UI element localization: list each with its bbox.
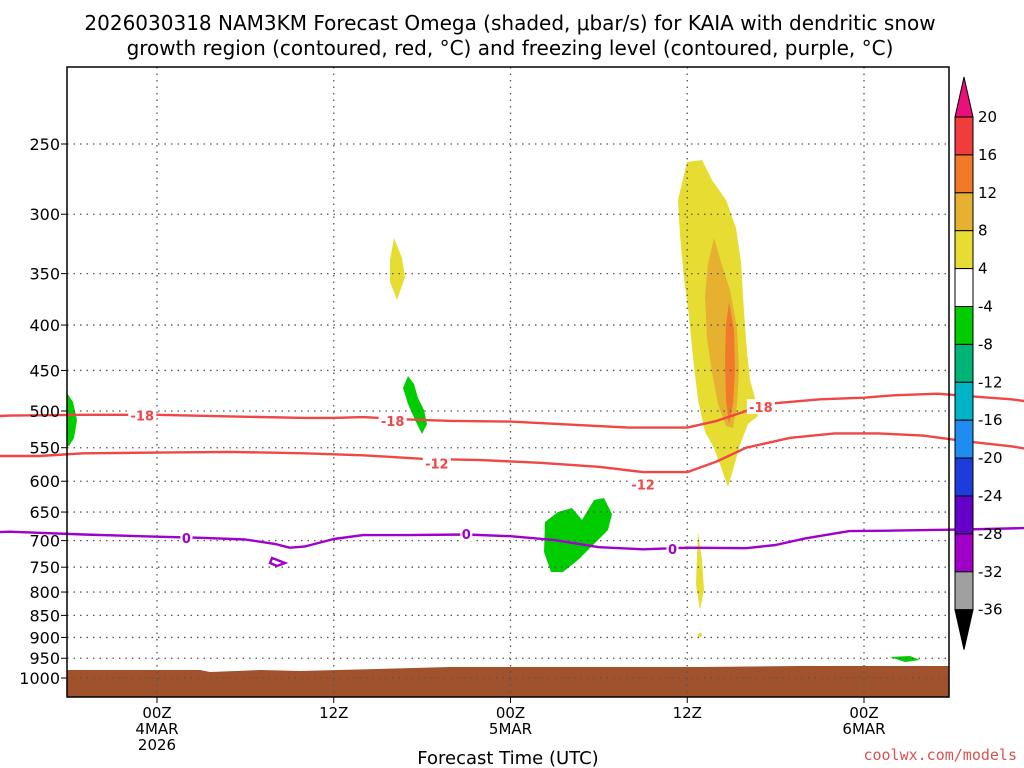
colorbar-segment [954,230,974,270]
colorbar-segment [954,116,974,156]
y-tick-label: 850 [29,606,60,625]
colorbar-segment [954,419,974,459]
y-tick-label: 300 [29,205,60,224]
colorbar-segment [954,268,974,308]
contour-label-bg [422,455,451,471]
colorbar-segment [954,154,974,194]
colorbar-segment [954,457,974,497]
omega-minus-4-area [544,498,612,572]
contour-label-bg [378,412,407,428]
colorbar-tick-label: -4 [978,298,993,316]
y-tick-label: 550 [29,439,60,458]
colorbar-segment [954,192,974,232]
dgz-minus-18-label: -18 [131,410,155,425]
colorbar-tick-label: 8 [978,222,988,240]
omega-minus-4-area [890,656,920,662]
omega-shading [67,160,949,697]
y-tick-label: 450 [29,361,60,380]
x-tick-label: 00Z [496,704,525,722]
y-tick-label: 350 [29,265,60,284]
colorbar-tick-label: -8 [978,335,993,353]
contours [0,392,1024,551]
omega-plus-12-area [725,302,735,424]
chart-title-line1: 2026030318 NAM3KM Forecast Omega (shaded… [84,11,935,35]
x-tick-label: 00Z [142,704,171,722]
dgz-minus-18-label: -18 [381,415,405,430]
colorbar-tick-label: -12 [978,373,1003,391]
colorbar-segment [954,495,974,535]
colorbar-tick-label: 12 [978,184,997,202]
plot-frame [66,66,950,698]
x-axis-label: Forecast Time (UTC) [417,748,598,768]
colorbar-tick-label: 4 [978,260,988,278]
contour-label-bg [666,540,679,556]
colorbar-tick-label: -28 [978,525,1003,543]
colorbar-segment [954,343,974,383]
y-tick-label: 700 [29,532,60,551]
dgz-minus-18-contour [0,392,1024,429]
contour-label-bg [128,407,157,423]
contour-labels: -18 -18 -18 -12 -12 0 0 0 [128,399,775,558]
y-tick-label: 600 [29,472,60,491]
y-tick-label: 1000 [19,669,60,688]
colorbar: 20 16 12 8 4 -4 -8 -12 -16 -20 -24 -28 -32 -36 [954,76,1003,650]
colorbar-segment [954,306,974,345]
colorbar-segment [954,571,974,611]
y-axis: 250 300 350 400 450 500 550 600 650 700 750 800 850 9… [19,135,67,688]
colorbar-top-arrow [954,76,974,118]
x-tick-label: 12Z [319,704,348,722]
y-tick-label: 250 [29,135,60,154]
omega-plus-4-area [696,532,704,610]
contour-label-bg [629,476,658,492]
x-tick-label: 4MAR [135,720,178,738]
dgz-minus-18-label: -18 [749,401,773,416]
dgz-minus-12-label: -12 [631,478,655,493]
colorbar-tick-label: -32 [978,563,1003,581]
x-tick-label: 5MAR [489,720,532,738]
dgz-minus-12-contour [0,432,1024,474]
x-tick-label: 00Z [849,704,878,722]
plot-area-background [67,67,949,697]
contour-label-bg [180,529,193,545]
colorbar-tick-label: -16 [978,411,1003,429]
y-tick-label: 650 [29,503,60,522]
contour-label-bg [746,399,775,415]
y-tick-label: 750 [29,558,60,577]
freezing-level-0-label: 0 [462,528,471,543]
colorbar-tick-label: -20 [978,449,1003,467]
dgz-minus-12-label: -12 [425,457,449,472]
colorbar-tick-label: 16 [978,146,997,164]
omega-plus-4-area [390,238,405,300]
y-tick-label: 950 [29,649,60,668]
credit-text: coolwx.com/models [863,746,1017,764]
contour-label-bg [460,525,473,541]
freezing-level-0-label: 0 [182,532,191,547]
x-tick-label: 12Z [673,704,702,722]
colorbar-segment [954,533,974,573]
colorbar-segment [954,381,974,421]
gridlines [67,67,949,697]
y-tick-label: 500 [29,402,60,421]
colorbar-tick-label: 20 [978,108,997,126]
freezing-level-0-label: 0 [668,543,677,558]
colorbar-tick-label: -36 [978,601,1003,619]
omega-plus-4-area [698,633,702,637]
freezing-level-0-contour [0,526,1024,551]
colorbar-bottom-arrow [954,609,974,650]
terrain-shading [67,666,949,697]
omega-minus-4-area [67,393,77,446]
y-tick-label: 900 [29,628,60,647]
chart-title-line2: growth region (contoured, red, °C) and f… [127,36,894,60]
colorbar-tick-label: -24 [978,487,1003,505]
y-tick-label: 800 [29,583,60,602]
y-tick-label: 400 [29,316,60,335]
freezing-level-loop [268,556,289,568]
x-tick-label: 2026 [138,736,176,754]
x-tick-label: 6MAR [842,720,885,738]
